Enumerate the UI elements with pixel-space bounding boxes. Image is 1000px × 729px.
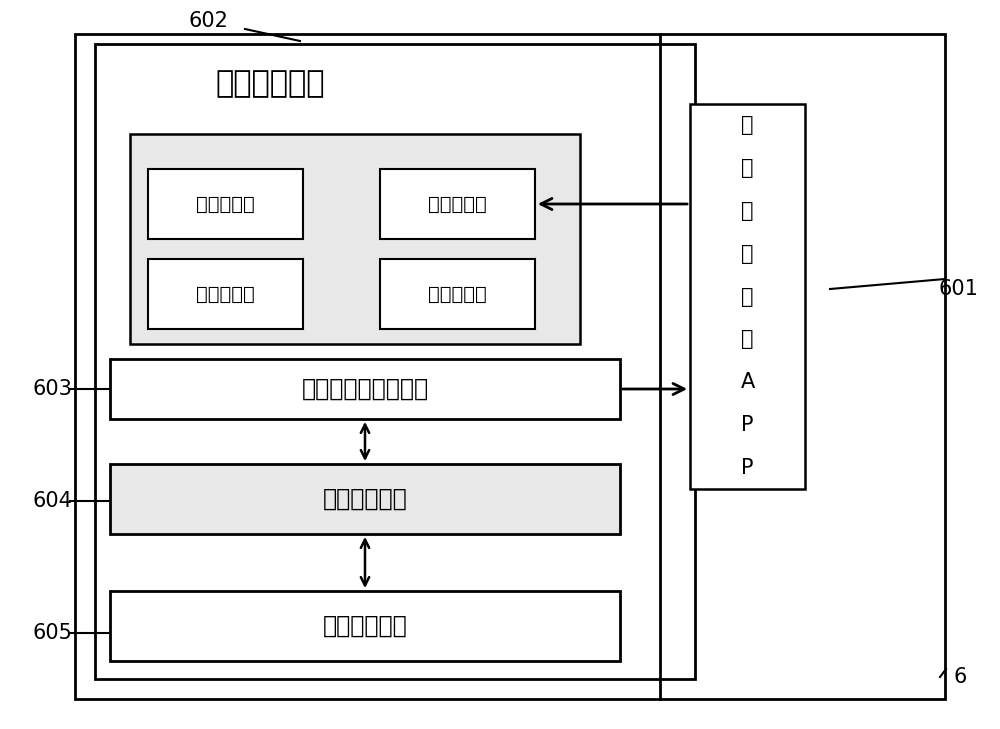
Text: 605: 605 [32, 623, 72, 643]
Text: 户: 户 [741, 158, 754, 178]
Bar [148, 169, 303, 239]
Bar [148, 259, 303, 329]
Text: 终: 终 [741, 286, 754, 306]
Bar [95, 44, 695, 679]
Text: 互: 互 [741, 201, 754, 221]
Text: 发送子模块: 发送子模块 [428, 195, 487, 214]
Text: 缓存子模块: 缓存子模块 [196, 284, 255, 303]
Text: 读入子模块: 读入子模块 [196, 195, 255, 214]
Bar [690, 104, 805, 489]
Bar [130, 134, 580, 344]
Text: 6: 6 [953, 667, 967, 687]
Text: 互动略子模块: 互动略子模块 [323, 487, 407, 511]
Bar [380, 169, 535, 239]
Text: 客: 客 [741, 115, 754, 136]
Text: P: P [741, 458, 754, 477]
Text: 604: 604 [32, 491, 72, 511]
Bar [380, 259, 535, 329]
Bar [110, 464, 620, 534]
Text: 端: 端 [741, 330, 754, 349]
Bar [110, 359, 620, 419]
Text: 互动系统主站: 互动系统主站 [215, 69, 325, 98]
Text: 603: 603 [32, 379, 72, 399]
Text: A: A [740, 372, 755, 392]
Text: 602: 602 [188, 11, 228, 31]
Text: P: P [741, 415, 754, 434]
Text: 核对子模块: 核对子模块 [428, 284, 487, 303]
Bar [110, 591, 620, 661]
Text: 动: 动 [741, 243, 754, 264]
Bar [75, 34, 945, 699]
Text: 充电桩控制器: 充电桩控制器 [323, 614, 407, 638]
Text: 数据处理服务子模块: 数据处理服务子模块 [301, 377, 429, 401]
Text: 601: 601 [938, 279, 978, 299]
